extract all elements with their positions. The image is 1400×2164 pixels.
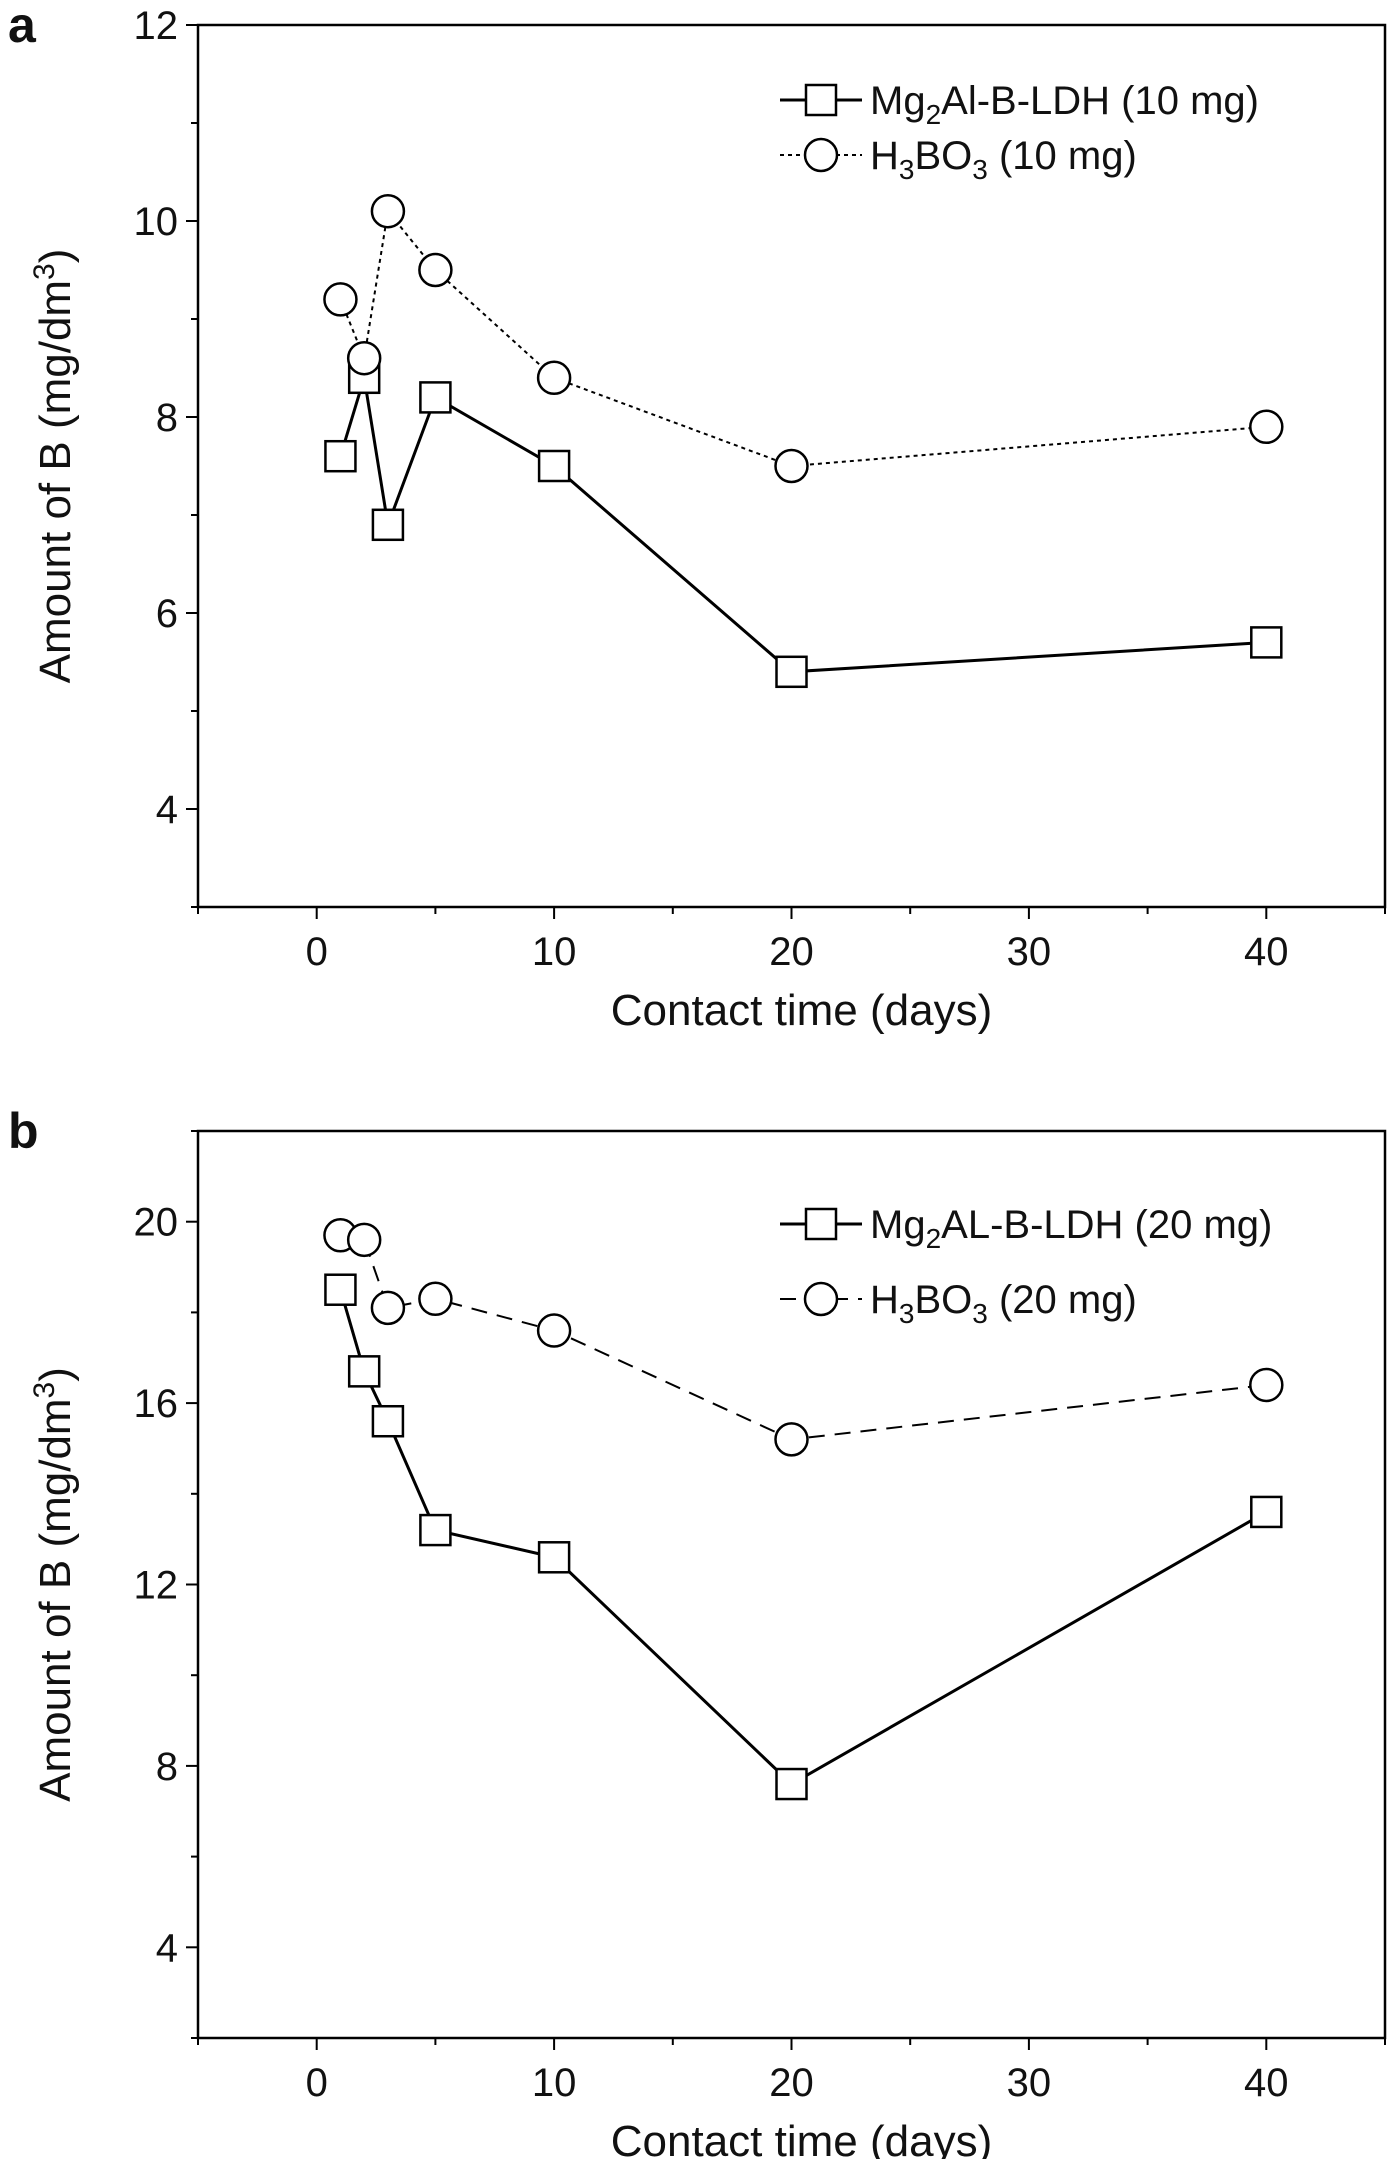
panel-b: b 0 10 20 30 40 4 8 12 16 20 Contact time (days) Amo…: [8, 1103, 1387, 2164]
x-tick-label: 30: [1007, 2061, 1052, 2105]
legend-entry: H3BO3 (20 mg): [780, 1278, 1137, 1329]
legend-marker-circle: [803, 1281, 839, 1317]
legend-entry: Mg2AL-B-LDH (20 mg): [780, 1203, 1272, 1254]
panel-label: b: [8, 1103, 39, 1159]
data-point-circle: [346, 1222, 382, 1258]
data-point-circle: [774, 448, 809, 484]
data-point-circle: [418, 1281, 453, 1317]
data-point-square: [347, 1355, 381, 1388]
legend-marker-circle: [803, 137, 839, 173]
data-point-square: [324, 1273, 357, 1306]
data-point-circle: [323, 282, 358, 317]
data-point-circle: [370, 193, 406, 229]
y-tick-label: 4: [156, 788, 178, 832]
legend-label: Mg2Al-B-LDH (10 mg): [870, 79, 1259, 130]
y-axis-label: Amount of B (mg/dm3): [28, 249, 80, 684]
x-tick-label: 20: [769, 2061, 814, 2105]
series-line: [340, 1234, 1267, 1441]
x-tick-label: 10: [532, 930, 577, 974]
legend-marker-square: [804, 1207, 838, 1241]
data-point-square: [324, 439, 357, 473]
series-line: [338, 1289, 1268, 1786]
data-point-square: [775, 655, 808, 689]
x-axis-label: Contact time (days): [611, 986, 992, 1035]
data-point-square: [371, 1404, 405, 1438]
y-tick-label: 4: [156, 1926, 178, 1970]
y-tick-label: 8: [156, 1745, 178, 1789]
y-tick-label: 8: [156, 396, 178, 440]
x-tick-label: 0: [306, 2061, 328, 2105]
x-tick-label: 30: [1007, 930, 1052, 974]
legend-label: Mg2AL-B-LDH (20 mg): [870, 1203, 1272, 1254]
y-tick-label: 20: [134, 1201, 179, 1245]
y-tick-label: 16: [134, 1382, 179, 1426]
data-point-square: [537, 449, 571, 483]
series-square: [324, 1273, 1283, 1801]
series-line: [339, 377, 1267, 674]
data-point-circle: [774, 1422, 809, 1457]
data-point-circle: [346, 340, 382, 376]
legend-entry: Mg2Al-B-LDH (10 mg): [780, 79, 1259, 130]
data-point-circle: [1249, 409, 1284, 445]
y-tick-label: 6: [156, 592, 178, 636]
series-square: [324, 361, 1283, 689]
panel-label: a: [8, 0, 37, 53]
plot-frame: [196, 1129, 1387, 2040]
legend-label: H3BO3 (10 mg): [870, 134, 1137, 185]
x-tick-label: 10: [532, 2061, 577, 2105]
data-point-circle: [1249, 1367, 1284, 1403]
x-tick-label: 0: [306, 930, 328, 974]
panel-a: a 0 10 20 30 40 4 6 8 10 12 Contact time (days) Amou…: [8, 0, 1387, 1035]
y-tick-label: 12: [134, 4, 179, 48]
x-tick-label: 40: [1244, 930, 1289, 974]
data-point-circle: [370, 1290, 406, 1326]
series-line: [339, 208, 1267, 468]
data-point-square: [537, 1541, 571, 1574]
data-point-square: [775, 1767, 808, 1801]
data-point-square: [419, 1513, 452, 1547]
y-tick-label: 12: [134, 1564, 179, 1608]
legend-label: H3BO3 (20 mg): [870, 1278, 1137, 1329]
data-point-circle: [536, 360, 572, 396]
legend-marker-square: [804, 83, 838, 117]
y-axis-label: Amount of B (mg/dm3): [28, 1367, 80, 1802]
x-tick-label: 40: [1244, 2061, 1289, 2105]
x-axis-label: Contact time (days): [611, 2117, 992, 2159]
y-tick-label: 10: [134, 200, 179, 244]
data-point-circle: [418, 252, 453, 288]
x-tick-label: 20: [769, 930, 814, 974]
data-point-square: [371, 508, 405, 542]
data-point-square: [1250, 626, 1283, 659]
legend-entry: H3BO3 (10 mg): [780, 134, 1137, 185]
series-circle: [323, 193, 1284, 484]
data-point-circle: [536, 1313, 572, 1348]
data-point-square: [419, 381, 452, 414]
data-point-square: [1250, 1495, 1283, 1529]
series-circle: [323, 1218, 1284, 1457]
